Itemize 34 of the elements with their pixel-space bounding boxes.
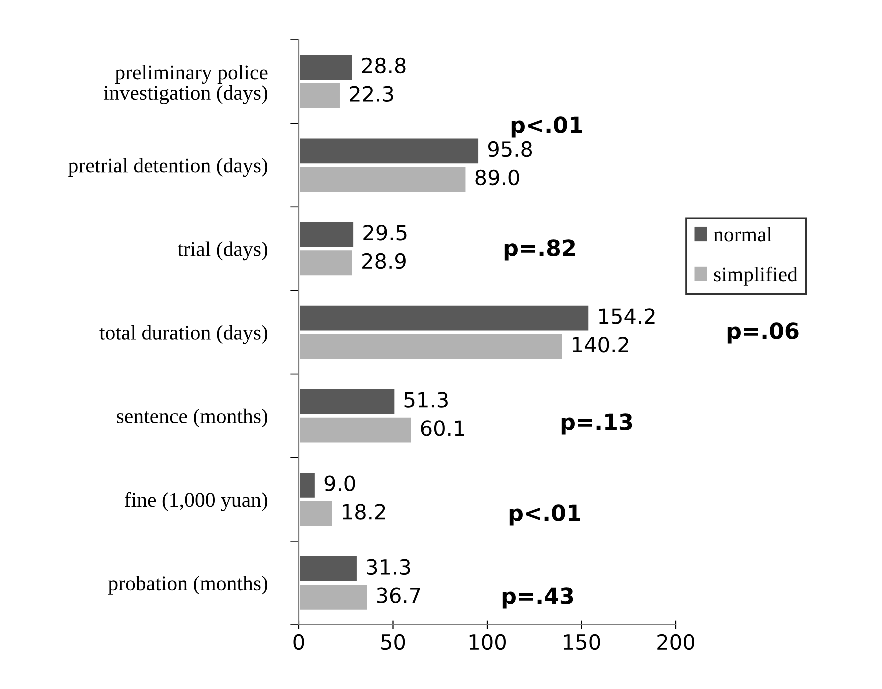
y-tick-label: pretrial detention (days) [68, 158, 268, 178]
x-tick-label: 0 [294, 634, 304, 650]
annotation: p<.01 [512, 116, 582, 138]
data-label: 31.3 [367, 559, 410, 576]
data-label: 29.5 [364, 225, 407, 241]
data-label: 89.0 [476, 170, 520, 186]
y-tick-label: total duration (days) [100, 325, 268, 344]
data-label: 154.2 [599, 308, 655, 324]
data-label: 140.2 [573, 336, 628, 353]
data-label: 28.8 [362, 58, 406, 74]
annotation: p=.82 [504, 240, 576, 261]
y-tick-label: fine (1,000 yuan) [125, 492, 268, 512]
data-label: 9.0 [324, 476, 356, 492]
text: p=.06 [728, 322, 799, 344]
data-label: 95.8 [488, 141, 532, 158]
data-label: 22.3 [350, 86, 394, 102]
data-label: 51.3 [404, 392, 448, 408]
annotation: p=.13 [562, 414, 632, 435]
y-tick-label: probation (months) [108, 576, 268, 595]
x-tick-label: 50 [382, 634, 406, 650]
legend-label: normal [714, 227, 772, 242]
x-tick-label: 200 [658, 634, 694, 650]
data-label: 18.2 [343, 504, 386, 520]
annotation: p=.43 [502, 588, 574, 609]
annotation: p<.01 [510, 504, 580, 526]
legend-label: simplified [714, 266, 798, 286]
y-tick-label: preliminary police investigation (days) [104, 65, 268, 104]
data-label: 36.7 [377, 588, 420, 604]
x-tick-label: 100 [470, 634, 506, 650]
x-tick-label: 150 [564, 634, 600, 650]
data-label: 28.9 [362, 253, 406, 270]
data-label: 60.1 [421, 420, 464, 436]
y-tick-label: sentence (months) [117, 408, 268, 428]
y-tick-label: trial (days) [178, 242, 268, 261]
